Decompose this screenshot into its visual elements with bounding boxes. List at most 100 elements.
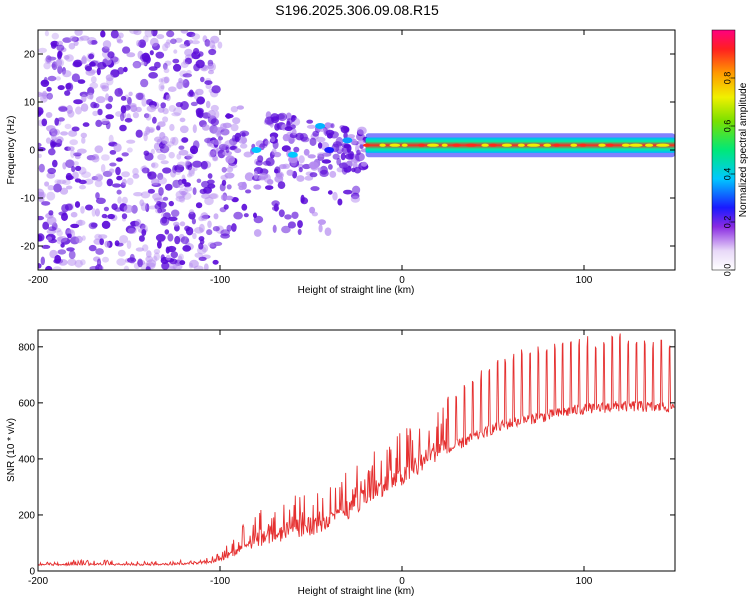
transition-blob: [288, 156, 298, 164]
noise-blob: [185, 226, 194, 236]
noise-blob: [211, 85, 221, 94]
noise-blob: [126, 177, 134, 186]
transition-blob: [234, 136, 240, 143]
transition-blob: [278, 209, 285, 218]
noise-blob: [44, 30, 50, 37]
noise-blob: [85, 204, 93, 211]
transition-blob: [218, 136, 223, 141]
noise-blob: [108, 134, 114, 144]
transition-blob: [327, 190, 333, 195]
transition-blob: [309, 206, 316, 214]
noise-blob: [172, 58, 180, 64]
signal-core: [579, 143, 587, 147]
noise-blob: [40, 256, 45, 266]
noise-blob: [157, 153, 167, 161]
noise-blob: [144, 152, 154, 161]
transition-blob: [339, 162, 348, 169]
noise-blob: [207, 110, 216, 118]
noise-blob: [180, 61, 189, 68]
noise-blob: [145, 126, 151, 135]
noise-blob: [165, 254, 171, 261]
noise-blob: [160, 102, 166, 109]
colorbar: 0.0 0.2 0.4 0.6 0.8 Normalized spectral ampl…: [711, 29, 749, 277]
noise-blob: [46, 236, 53, 241]
noise-blob: [46, 86, 52, 92]
hot-spot: [251, 147, 262, 153]
noise-blob: [173, 49, 178, 54]
noise-blob: [170, 38, 177, 45]
transition-blob: [274, 166, 281, 175]
noise-blob: [48, 226, 57, 231]
noise-blob: [140, 202, 148, 211]
noise-blob: [116, 258, 126, 266]
noise-blob: [150, 37, 159, 47]
transition-blob: [304, 175, 314, 181]
transition-blob: [324, 227, 332, 236]
noise-blob: [115, 166, 121, 176]
transition-blob: [308, 161, 319, 170]
transition-blob: [236, 105, 244, 110]
spectrogram-ylabel: Frequency (Hz): [6, 116, 17, 185]
noise-blob: [68, 130, 78, 137]
transition-blob: [219, 207, 227, 213]
noise-blob: [87, 39, 93, 45]
noise-blob: [178, 188, 189, 195]
transition-blob: [284, 214, 292, 220]
noise-blob: [132, 60, 142, 69]
transition-blob: [272, 224, 277, 233]
noise-blob: [99, 238, 104, 246]
transition-blob: [290, 124, 296, 130]
noise-blob: [141, 167, 150, 174]
transition-blob: [357, 126, 367, 135]
noise-blob: [121, 171, 130, 178]
noise-blob: [188, 169, 195, 177]
hot-spot: [342, 137, 353, 144]
noise-blob: [73, 99, 83, 105]
noise-blob: [116, 189, 122, 195]
noise-blob: [161, 262, 170, 270]
noise-blob: [82, 122, 90, 127]
noise-blob: [181, 137, 189, 143]
noise-blob: [132, 167, 139, 176]
noise-blob: [145, 113, 152, 121]
noise-blob: [158, 82, 165, 92]
noise-blob: [72, 61, 82, 68]
noise-blob: [68, 250, 76, 260]
noise-blob: [199, 188, 207, 195]
signal-core: [501, 143, 512, 147]
transition-blob: [220, 233, 231, 239]
noise-blob: [195, 88, 204, 96]
noise-blob: [103, 206, 109, 212]
noise-blob: [67, 258, 77, 266]
noise-blob: [121, 178, 127, 186]
noise-blob: [81, 171, 92, 178]
transition-blob: [335, 136, 344, 146]
noise-blob: [100, 30, 106, 38]
noise-blob: [160, 254, 165, 261]
noise-blob: [105, 74, 114, 82]
noise-blob: [201, 193, 211, 199]
transition-blob: [343, 189, 353, 195]
transition-blob: [303, 148, 310, 156]
noise-blob: [38, 263, 42, 269]
transition-blob: [231, 223, 237, 232]
noise-blob: [57, 249, 67, 255]
transition-blob: [296, 175, 305, 182]
colorbar-tick-label: 0.0: [723, 264, 733, 277]
noise-blob: [126, 240, 132, 250]
colorbar-tick-label: 0.8: [723, 72, 733, 85]
noise-blob: [181, 190, 186, 198]
noise-blob: [180, 30, 188, 34]
noise-blob: [170, 137, 176, 144]
noise-blob: [198, 236, 205, 242]
noise-blob: [94, 179, 103, 188]
noise-blob: [101, 154, 110, 161]
noise-blob: [175, 190, 185, 199]
noise-blob: [196, 96, 206, 105]
noise-blob: [52, 266, 62, 270]
noise-blob: [116, 157, 123, 162]
noise-blob: [168, 86, 177, 92]
noise-blob: [111, 203, 118, 210]
noise-blob: [174, 169, 181, 175]
transition-blob: [220, 128, 230, 136]
